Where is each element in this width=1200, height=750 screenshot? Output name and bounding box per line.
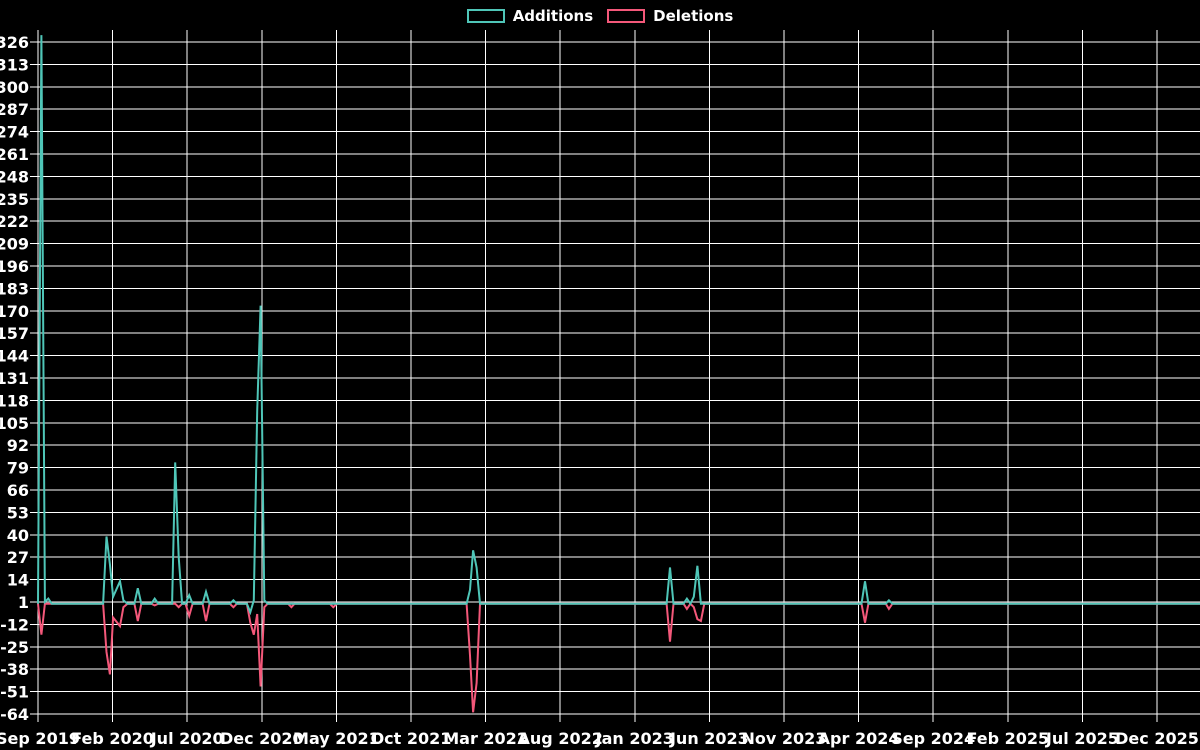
x-tick-label: Dec 2020 <box>220 729 304 748</box>
x-tick-label: Sep 2019 <box>0 729 80 748</box>
y-tick-label: -12 <box>0 615 29 634</box>
y-tick-label: 209 <box>0 235 29 254</box>
y-tick-label: 1 <box>18 593 29 612</box>
axis-labels: 326 313 300 287 274 261 248 235 222 209 196 183 170 1… <box>0 33 1199 748</box>
x-tick-label: Apr 2024 <box>818 729 900 748</box>
x-tick-label: Oct 2021 <box>371 729 452 748</box>
gridlines <box>30 30 1200 722</box>
y-tick-label: 326 <box>0 33 29 52</box>
x-tick-label: Jan 2023 <box>595 729 674 748</box>
x-tick-label: May 2021 <box>293 729 380 748</box>
legend-item-deletions[interactable]: Deletions <box>607 7 733 25</box>
y-tick-label: 222 <box>0 212 29 231</box>
y-tick-label: 53 <box>7 503 29 522</box>
additions-swatch-icon <box>466 9 505 23</box>
y-tick-label: 313 <box>0 55 29 74</box>
y-tick-label: -64 <box>0 705 29 724</box>
chart-legend: Additions Deletions <box>0 7 1200 25</box>
x-tick-label: Nov 2023 <box>742 729 827 748</box>
y-tick-label: 118 <box>0 391 29 410</box>
y-tick-label: 196 <box>0 257 29 276</box>
y-tick-label: 261 <box>0 145 29 164</box>
y-tick-label: 144 <box>0 347 29 366</box>
x-tick-label: Jul 2025 <box>1045 729 1119 748</box>
y-tick-label: 131 <box>0 369 29 388</box>
y-tick-label: -38 <box>0 660 29 679</box>
deletions-swatch-icon <box>607 9 646 23</box>
legend-label-additions: Additions <box>512 7 594 25</box>
deletions-line <box>37 602 1200 713</box>
y-tick-label: 27 <box>7 548 29 567</box>
y-tick-label: -51 <box>0 683 29 702</box>
y-tick-label: 14 <box>7 571 29 590</box>
y-tick-label: 248 <box>0 167 29 186</box>
legend-item-additions[interactable]: Additions <box>466 7 594 25</box>
y-tick-label: 183 <box>0 279 29 298</box>
x-tick-label: Jun 2023 <box>669 729 749 748</box>
y-tick-label: 79 <box>7 459 29 478</box>
x-tick-label: Sep 2024 <box>891 729 975 748</box>
y-tick-label: 66 <box>7 481 29 500</box>
y-tick-label: 170 <box>0 302 29 321</box>
y-tick-label: 92 <box>7 436 29 455</box>
y-tick-label: 157 <box>0 324 29 343</box>
legend-label-deletions: Deletions <box>653 7 734 25</box>
x-tick-label: Aug 2022 <box>518 729 603 748</box>
x-tick-label: Feb 2020 <box>71 729 154 748</box>
y-tick-label: 105 <box>0 414 29 433</box>
x-tick-label: Mar 2022 <box>443 729 528 748</box>
y-tick-label: 235 <box>0 190 29 209</box>
y-tick-label: 287 <box>0 100 29 119</box>
y-tick-label: 300 <box>0 78 29 97</box>
additions-line <box>37 35 1200 616</box>
y-tick-label: -25 <box>0 638 29 657</box>
x-tick-label: Jul 2020 <box>150 729 224 748</box>
x-tick-label: Dec 2025 <box>1115 729 1199 748</box>
y-tick-label: 40 <box>7 526 29 545</box>
x-tick-label: Feb 2025 <box>966 729 1049 748</box>
y-tick-label: 274 <box>0 123 29 142</box>
